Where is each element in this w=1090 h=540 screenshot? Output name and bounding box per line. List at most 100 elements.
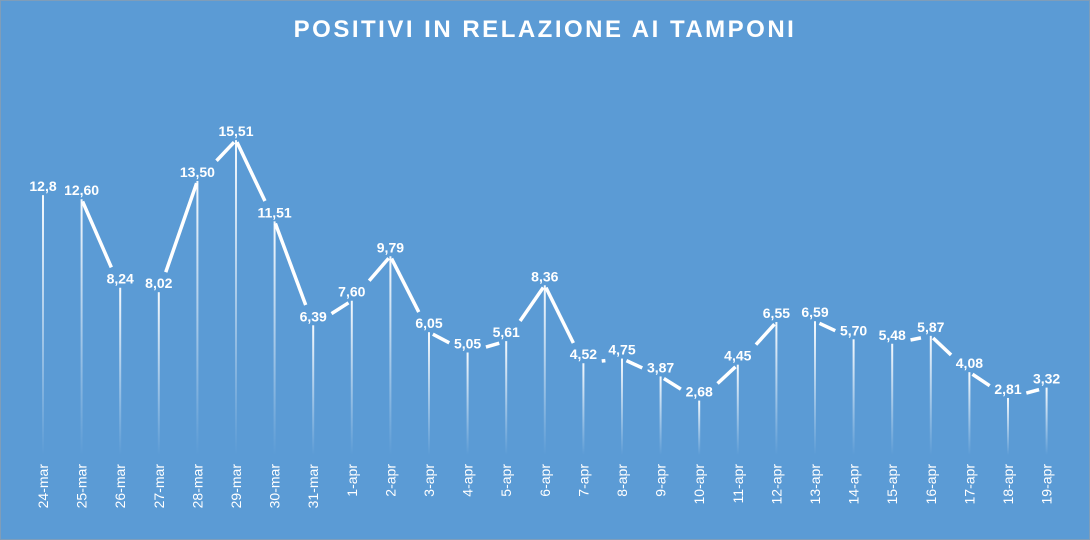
drop-line [736,364,739,455]
drop-line [157,292,160,455]
series-line-segment [432,332,451,345]
x-tick-label: 18-apr [1000,464,1016,505]
data-label: 4,45 [724,348,751,364]
series-line-segment [662,377,682,391]
data-label: 5,70 [840,322,867,338]
drop-line [312,325,315,455]
series-line-segment [518,286,545,323]
x-tick-label: 10-apr [691,464,707,505]
data-label: 7,60 [338,284,365,300]
data-label: 8,36 [531,268,558,284]
drop-line [80,199,83,455]
x-tick-label: 6-apr [537,464,553,497]
x-tick-label: 27-mar [151,464,167,509]
x-tick-label: 31-mar [305,464,321,509]
drop-line [891,343,894,455]
x-tick-label: 7-apr [575,464,591,497]
data-label: 12,8 [29,178,56,194]
drop-line [543,285,546,455]
series-line-segment [235,141,267,202]
data-label: 8,02 [145,275,172,291]
data-label: 5,05 [454,335,481,351]
drop-line [196,180,199,455]
x-tick-label: 15-apr [884,464,900,505]
data-label: 6,39 [300,308,327,324]
drop-line [235,140,237,455]
data-label: 3,32 [1033,371,1060,387]
data-label: 13,50 [180,164,215,180]
data-label: 6,59 [801,304,828,320]
x-tick-label: 16-apr [923,464,939,505]
series-line-segment [625,359,644,370]
data-label: 12,60 [64,182,99,198]
series-line-segment [1025,387,1040,395]
data-label: 4,75 [608,342,635,358]
x-tick-label: 5-apr [498,464,514,497]
series-line-segment [389,257,421,313]
data-label: 8,24 [107,271,134,287]
drop-line [968,372,971,455]
drop-line [621,358,623,455]
x-tick-label: 13-apr [807,464,823,505]
x-tick-label: 2-apr [382,464,398,497]
x-tick-label: 26-mar [112,464,128,509]
series-line-segment [931,336,953,357]
series-line-segment [971,372,991,388]
series-line-segment [544,286,575,344]
data-label: 5,48 [879,327,906,343]
drop-line [466,352,469,455]
data-label: 2,81 [994,381,1021,397]
data-label: 5,61 [493,324,520,340]
drop-line [273,221,276,455]
x-tick-label: 28-mar [189,464,205,509]
drop-line [582,363,585,455]
x-tick-label: 11-apr [730,464,746,504]
data-label: 3,87 [647,359,674,375]
data-label: 9,79 [377,239,404,255]
x-tick-label: 19-apr [1039,464,1055,505]
x-tick-label: 9-apr [653,464,669,497]
drop-line [698,400,701,455]
drop-line [119,287,122,455]
series-line-segment [215,140,236,162]
series-line-segment [716,365,737,385]
series-line-segment [485,341,500,349]
drop-line [350,300,353,455]
series-line-segment [330,301,350,316]
drop-line [428,332,430,455]
x-tick-label: 30-mar [267,464,283,509]
x-tick-label: 3-apr [421,464,437,497]
x-tick-label: 8-apr [614,464,630,497]
x-tick-label: 12-apr [768,464,784,505]
drop-line [814,321,816,455]
drop-line [42,195,44,455]
series-line-segment [80,200,113,269]
x-tick-label: 1-apr [344,464,360,497]
x-tick-label: 25-mar [74,464,90,509]
data-label: 6,55 [763,305,790,321]
x-tick-label: 17-apr [961,464,977,505]
data-label: 4,52 [570,346,597,362]
series-line-segment [164,182,199,273]
drop-line [1045,387,1048,455]
data-label: 4,08 [956,355,983,371]
series-line-segment [818,321,837,333]
drop-line [1007,397,1009,455]
data-label: 6,05 [415,315,442,331]
series-line-segment [754,322,776,346]
data-label: 2,68 [686,384,713,400]
series-line-segment [367,257,390,282]
drop-line [505,341,508,455]
drop-line [852,339,855,455]
x-tick-label: 14-apr [846,464,862,505]
drop-line [929,335,932,455]
drop-line [389,256,392,455]
chart-title: POSITIVI IN RELAZIONE AI TAMPONI [293,16,797,43]
data-label: 5,87 [917,319,944,335]
data-label: 11,51 [257,204,291,220]
series-line-segment [910,336,922,342]
x-tick-label: 29-mar [228,464,244,509]
drop-line [659,376,662,455]
drop-line [775,322,778,455]
